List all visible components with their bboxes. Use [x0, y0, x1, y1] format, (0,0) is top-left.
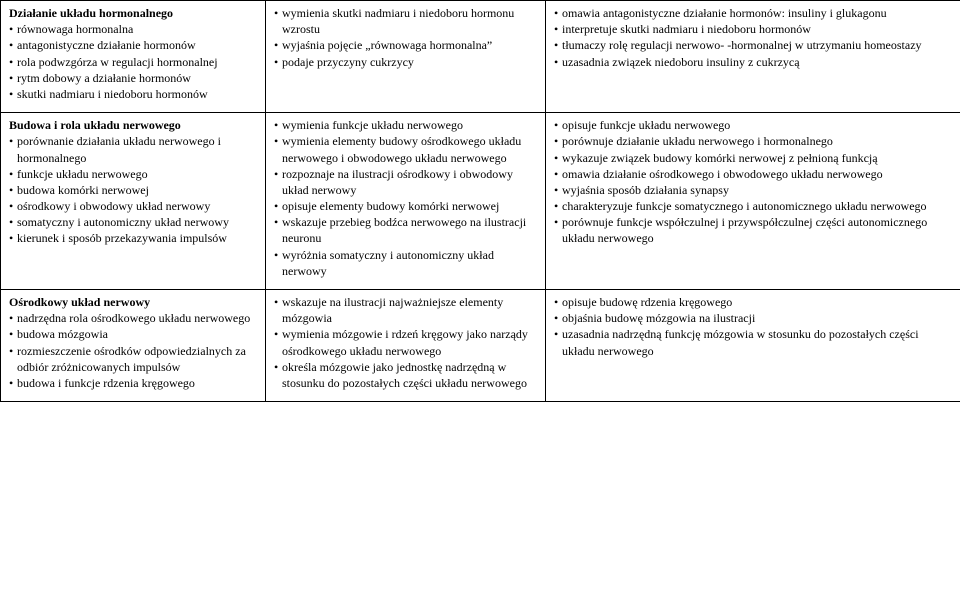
table-cell: Budowa i rola układu nerwowegoporównanie… [1, 113, 266, 290]
list-item: rola podwzgórza w regulacji hormonalnej [9, 54, 257, 70]
list-item: wyjaśnia pojęcie „równowaga hormonalna” [274, 37, 537, 53]
list-item: charakteryzuje funkcje somatycznego i au… [554, 198, 952, 214]
list-item: rozmieszczenie ośrodków odpowiedzialnych… [9, 343, 257, 375]
list-item: porównuje funkcje współczulnej i przywsp… [554, 214, 952, 246]
list-item: podaje przyczyny cukrzycy [274, 54, 537, 70]
list-item: wymienia elementy budowy ośrodkowego ukł… [274, 133, 537, 165]
list-item: omawia działanie ośrodkowego i obwodoweg… [554, 166, 952, 182]
table-row: Działanie układu hormonalnegorównowaga h… [1, 1, 960, 113]
section-title: Ośrodkowy układ nerwowy [9, 294, 257, 310]
list-item: wykazuje związek budowy komórki nerwowej… [554, 150, 952, 166]
list-item: wymienia mózgowie i rdzeń kręgowy jako n… [274, 326, 537, 358]
list-item: wskazuje przebieg bodźca nerwowego na il… [274, 214, 537, 246]
list-item: rytm dobowy a działanie hormonów [9, 70, 257, 86]
list-item: ośrodkowy i obwodowy układ nerwowy [9, 198, 257, 214]
bullet-list: wskazuje na ilustracji najważniejsze ele… [274, 294, 537, 391]
bullet-list: nadrzędna rola ośrodkowego układu nerwow… [9, 310, 257, 391]
bullet-list: porównanie działania układu nerwowego i … [9, 133, 257, 246]
bullet-list: opisuje budowę rdzenia kręgowegoobjaśnia… [554, 294, 952, 359]
list-item: uzasadnia nadrzędną funkcję mózgowia w s… [554, 326, 952, 358]
bullet-list: wymienia funkcje układu nerwowegowymieni… [274, 117, 537, 279]
list-item: budowa mózgowia [9, 326, 257, 342]
list-item: interpretuje skutki nadmiaru i niedoboru… [554, 21, 952, 37]
list-item: nadrzędna rola ośrodkowego układu nerwow… [9, 310, 257, 326]
list-item: porównuje działanie układu nerwowego i h… [554, 133, 952, 149]
list-item: somatyczny i autonomiczny układ nerwowy [9, 214, 257, 230]
table-body: Działanie układu hormonalnegorównowaga h… [1, 1, 960, 402]
list-item: antagonistyczne działanie hormonów [9, 37, 257, 53]
list-item: funkcje układu nerwowego [9, 166, 257, 182]
list-item: budowa i funkcje rdzenia kręgowego [9, 375, 257, 391]
table-row: Budowa i rola układu nerwowegoporównanie… [1, 113, 960, 290]
table-cell: Ośrodkowy układ nerwowynadrzędna rola oś… [1, 290, 266, 402]
list-item: budowa komórki nerwowej [9, 182, 257, 198]
bullet-list: wymienia skutki nadmiaru i niedoboru hor… [274, 5, 537, 70]
table-cell: wymienia funkcje układu nerwowegowymieni… [266, 113, 546, 290]
list-item: omawia antagonistyczne działanie hormonó… [554, 5, 952, 21]
list-item: uzasadnia związek niedoboru insuliny z c… [554, 54, 952, 70]
list-item: wymienia skutki nadmiaru i niedoboru hor… [274, 5, 537, 37]
list-item: porównanie działania układu nerwowego i … [9, 133, 257, 165]
section-title: Budowa i rola układu nerwowego [9, 117, 257, 133]
list-item: tłumaczy rolę regulacji nerwowo- -hormon… [554, 37, 952, 53]
list-item: opisuje elementy budowy komórki nerwowej [274, 198, 537, 214]
table-cell: opisuje funkcje układu nerwowegoporównuj… [546, 113, 960, 290]
bullet-list: omawia antagonistyczne działanie hormonó… [554, 5, 952, 70]
table-cell: opisuje budowę rdzenia kręgowegoobjaśnia… [546, 290, 960, 402]
list-item: wyjaśnia sposób działania synapsy [554, 182, 952, 198]
table-cell: wymienia skutki nadmiaru i niedoboru hor… [266, 1, 546, 113]
list-item: opisuje budowę rdzenia kręgowego [554, 294, 952, 310]
list-item: opisuje funkcje układu nerwowego [554, 117, 952, 133]
list-item: kierunek i sposób przekazywania impulsów [9, 230, 257, 246]
list-item: rozpoznaje na ilustracji ośrodkowy i obw… [274, 166, 537, 198]
bullet-list: opisuje funkcje układu nerwowegoporównuj… [554, 117, 952, 247]
list-item: wskazuje na ilustracji najważniejsze ele… [274, 294, 537, 326]
list-item: skutki nadmiaru i niedoboru hormonów [9, 86, 257, 102]
bullet-list: równowaga hormonalnaantagonistyczne dzia… [9, 21, 257, 102]
curriculum-table: Działanie układu hormonalnegorównowaga h… [0, 0, 960, 402]
list-item: wymienia funkcje układu nerwowego [274, 117, 537, 133]
table-cell: Działanie układu hormonalnegorównowaga h… [1, 1, 266, 113]
table-row: Ośrodkowy układ nerwowynadrzędna rola oś… [1, 290, 960, 402]
list-item: objaśnia budowę mózgowia na ilustracji [554, 310, 952, 326]
list-item: równowaga hormonalna [9, 21, 257, 37]
list-item: określa mózgowie jako jednostkę nadrzędn… [274, 359, 537, 391]
section-title: Działanie układu hormonalnego [9, 5, 257, 21]
table-cell: wskazuje na ilustracji najważniejsze ele… [266, 290, 546, 402]
list-item: wyróżnia somatyczny i autonomiczny układ… [274, 247, 537, 279]
table-cell: omawia antagonistyczne działanie hormonó… [546, 1, 960, 113]
